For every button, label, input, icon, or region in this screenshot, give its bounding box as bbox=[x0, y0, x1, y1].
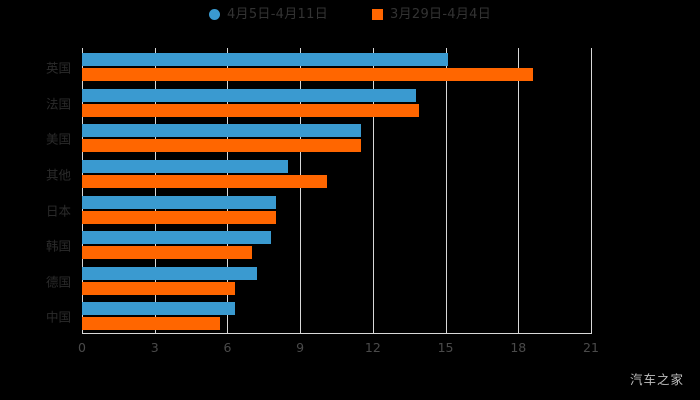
gridline-21 bbox=[591, 48, 592, 333]
bar-美国-series-1[interactable] bbox=[82, 124, 361, 138]
category-label-中国: 中国 bbox=[45, 309, 71, 325]
gridline-9 bbox=[300, 48, 302, 333]
plot-area: 英国法国美国其他日本韩国德国中国 0 3 6 9 12 15 18 21 bbox=[46, 48, 599, 355]
category-label-德国: 德国 bbox=[45, 274, 71, 290]
watermark: 汽车之家 bbox=[629, 372, 684, 387]
bar-美国-series-2[interactable] bbox=[82, 139, 361, 153]
category-label-日本: 日本 bbox=[45, 203, 71, 218]
legend-marker-circle-icon bbox=[208, 9, 220, 20]
bar-德国-series-1[interactable] bbox=[82, 266, 257, 280]
bar-中国-series-1[interactable] bbox=[82, 302, 235, 316]
gridline-3 bbox=[154, 48, 156, 333]
legend-item-series-1[interactable]: 4月5日-4月11日 bbox=[208, 7, 328, 22]
bar-其他-series-1[interactable] bbox=[82, 159, 289, 173]
legend-item-series-2[interactable]: 3月29日-4月4日 bbox=[372, 8, 491, 21]
bar-法国-series-1[interactable] bbox=[82, 88, 417, 102]
bar-中国-series-2[interactable] bbox=[82, 317, 221, 331]
gridline-6 bbox=[227, 48, 229, 333]
category-label-其他: 其他 bbox=[45, 167, 71, 183]
gridline-18 bbox=[518, 48, 520, 333]
x-tick-9: 9 bbox=[296, 340, 305, 355]
x-tick-12: 12 bbox=[364, 340, 381, 355]
x-tick-6: 6 bbox=[223, 340, 232, 355]
bar-英国-series-2[interactable] bbox=[82, 68, 533, 81]
legend-label-series-2: 3月29日-4月4日 bbox=[390, 7, 492, 22]
gridline-12 bbox=[372, 48, 374, 333]
legend-label-series-1: 4月5日-4月11日 bbox=[226, 7, 328, 22]
bar-法国-series-2[interactable] bbox=[82, 103, 419, 117]
x-tick-0: 0 bbox=[78, 340, 86, 355]
x-tick-15: 15 bbox=[437, 340, 454, 355]
bar-日本-series-1[interactable] bbox=[82, 195, 276, 209]
bar-德国-series-2[interactable] bbox=[82, 281, 235, 295]
category-label-韩国: 韩国 bbox=[45, 238, 71, 254]
x-tick-18: 18 bbox=[510, 340, 527, 355]
gridline-0 bbox=[82, 48, 83, 333]
bar-韩国-series-2[interactable] bbox=[82, 246, 252, 260]
legend-marker-square-icon bbox=[372, 9, 383, 20]
x-tick-3: 3 bbox=[150, 340, 159, 355]
x-tick-21: 21 bbox=[583, 340, 599, 355]
gridline-15 bbox=[445, 48, 447, 333]
bar-英国-series-1[interactable] bbox=[82, 53, 448, 66]
bar-其他-series-2[interactable] bbox=[82, 174, 327, 188]
bar-韩国-series-1[interactable] bbox=[82, 231, 272, 245]
category-label-法国: 法国 bbox=[45, 96, 71, 112]
chart-legend: 4月5日-4月11日 3月29日-4月4日 bbox=[0, 8, 700, 21]
x-axis-line bbox=[82, 333, 592, 334]
category-label-美国: 美国 bbox=[45, 131, 71, 147]
category-label-英国: 英国 bbox=[45, 60, 71, 76]
bar-日本-series-2[interactable] bbox=[82, 210, 276, 224]
